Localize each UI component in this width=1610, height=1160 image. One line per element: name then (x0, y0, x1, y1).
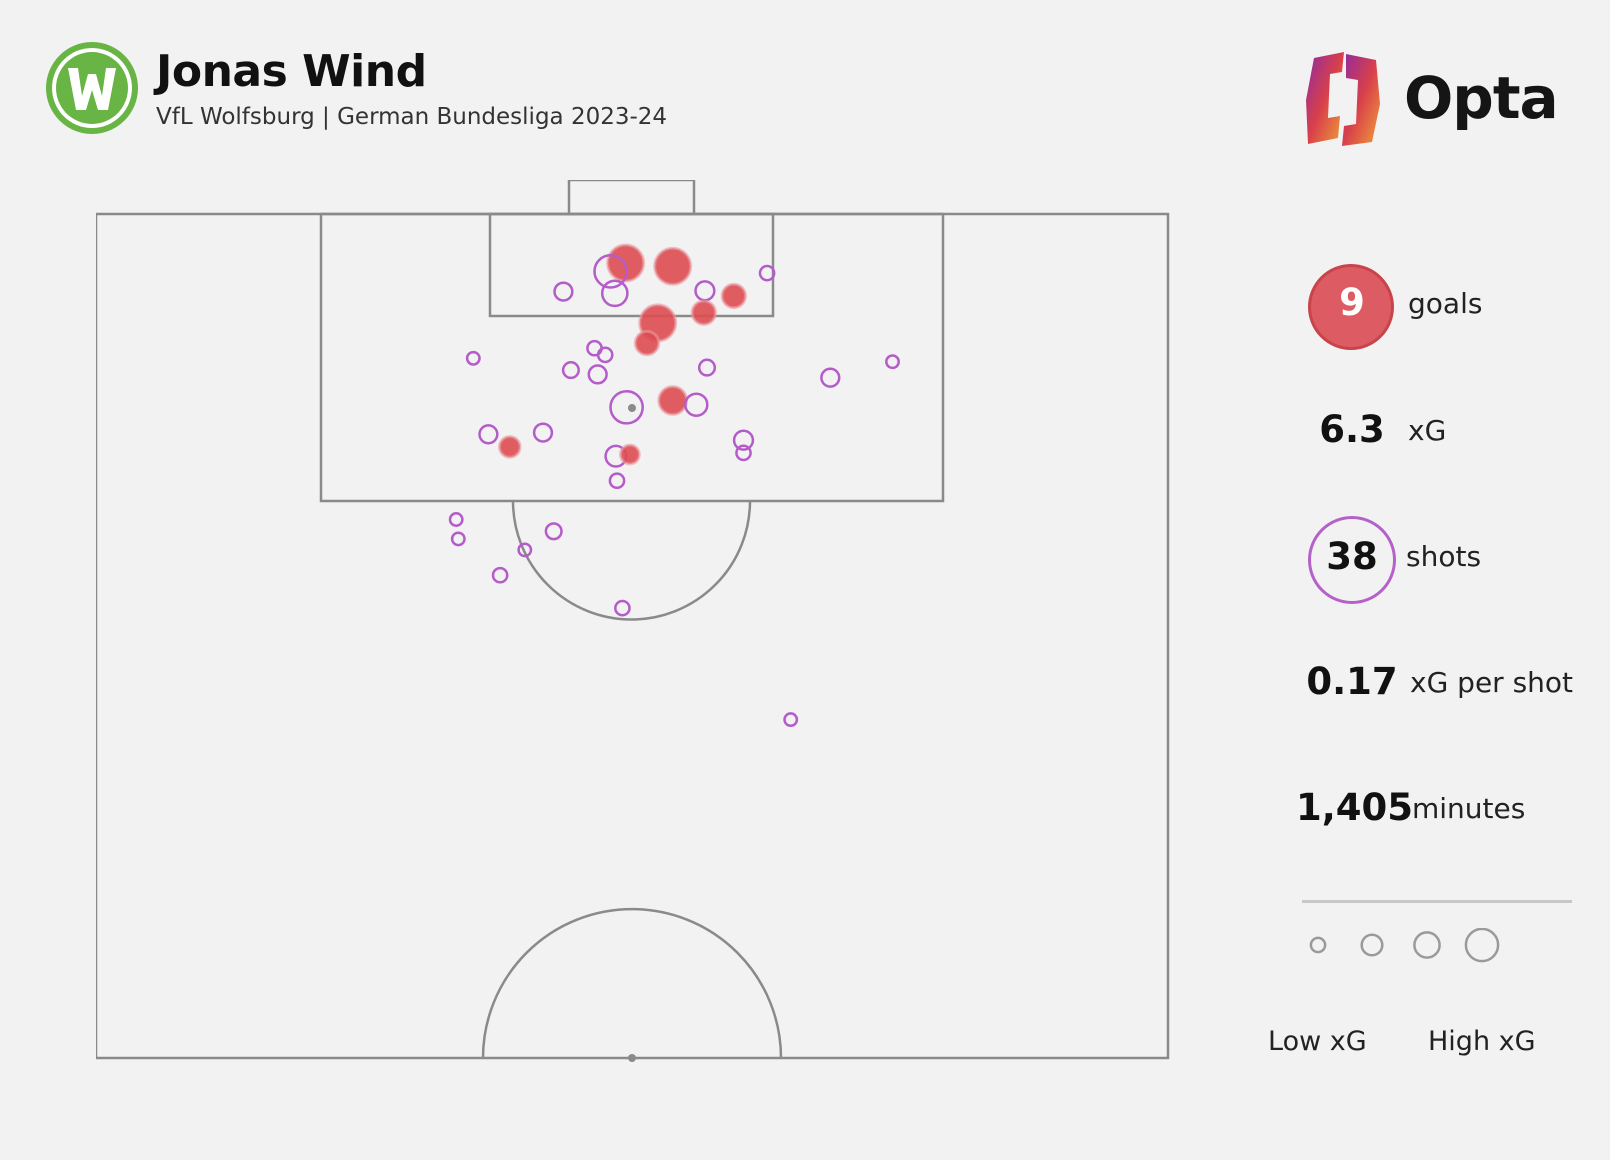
shot-marker (600, 279, 629, 308)
legend-circle (1413, 931, 1441, 959)
shot-marker (450, 531, 466, 547)
legend-circle (1309, 936, 1327, 954)
shot-marker (820, 367, 841, 388)
shot-marker (885, 354, 900, 370)
shot-marker (491, 566, 509, 584)
goal-marker (690, 299, 717, 326)
stat-xg: 6.3 xG (1300, 388, 1600, 488)
vfl-wolfsburg-crest-icon (46, 42, 138, 134)
goal-marker (720, 282, 747, 310)
legend-low-label: Low xG (1268, 1026, 1367, 1057)
shot-marker (593, 254, 628, 289)
shot-map (96, 180, 1170, 1062)
xg-per-shot-label: xG per shot (1410, 666, 1574, 699)
player-name: Jonas Wind (156, 46, 427, 97)
shots-badge (1308, 516, 1396, 604)
shots-label: shots (1406, 540, 1482, 573)
stats-divider (1302, 900, 1572, 903)
stat-shots: 38 shots (1300, 512, 1600, 612)
opta-brand: Opta (1300, 50, 1560, 150)
minutes-label: minutes (1412, 792, 1526, 825)
goals-badge (1308, 264, 1394, 350)
goal-marker (498, 435, 522, 459)
shot-marker (735, 444, 752, 462)
six-yard-box (488, 212, 775, 318)
stat-xg-per-shot: 0.17 xG per shot (1300, 640, 1600, 740)
shot-marker (609, 389, 644, 425)
shot-marker (614, 599, 631, 617)
stats-panel: 9 goals 6.3 xG 38 shots 0.17 xG per shot… (1268, 260, 1600, 1100)
shot-marker (544, 522, 563, 541)
shot-marker (587, 364, 608, 385)
shot-marker (478, 424, 499, 445)
shot-marker (561, 361, 580, 380)
legend-circles (1309, 928, 1500, 963)
goals-value: 9 (1339, 281, 1365, 324)
goal-marker (633, 329, 661, 357)
legend-circle (1464, 928, 1500, 963)
shot-marker (448, 512, 464, 527)
goal-marker (657, 385, 689, 416)
shot-marker (758, 264, 776, 282)
shot-marker (694, 280, 716, 302)
shot-marker (608, 472, 626, 490)
minutes-value: 1,405 (1296, 786, 1414, 829)
stat-minutes: 1,405 minutes (1296, 766, 1600, 866)
xg-size-legend: Low xG High xG (1268, 928, 1600, 1078)
xg-per-shot-value: 0.17 (1306, 660, 1398, 703)
shots-value: 38 (1326, 535, 1378, 578)
opta-wordmark: Opta (1404, 64, 1559, 132)
goal-marker (619, 443, 641, 466)
legend-circle (1360, 933, 1384, 957)
shot-marker (596, 346, 614, 364)
shot-marker (517, 542, 533, 558)
shot-marker (697, 358, 717, 377)
centre-circle (481, 907, 783, 1059)
goals-label: goals (1408, 287, 1483, 320)
penalty-spot (628, 404, 636, 412)
subtitle: VfL Wolfsburg | German Bundesliga 2023-2… (156, 104, 668, 130)
opta-logo-icon (1306, 52, 1380, 146)
xg-value: 6.3 (1319, 408, 1385, 451)
pitch-outline (96, 212, 1170, 1060)
shot-marker (553, 281, 574, 302)
stat-goals: 9 goals (1300, 260, 1600, 360)
legend-high-label: High xG (1428, 1026, 1536, 1057)
shot-marker (783, 712, 799, 728)
shot-marker (465, 350, 481, 366)
shot-marker (532, 422, 554, 443)
penalty-arc (511, 500, 752, 621)
goal (567, 180, 696, 216)
centre-spot (628, 1054, 636, 1062)
shots-layer (448, 243, 900, 728)
xg-label: xG (1408, 414, 1447, 447)
shot-marker (684, 392, 709, 417)
goal-marker (653, 246, 693, 286)
chart-header: Jonas Wind VfL Wolfsburg | German Bundes… (44, 40, 1144, 140)
shot-marker (732, 429, 755, 451)
